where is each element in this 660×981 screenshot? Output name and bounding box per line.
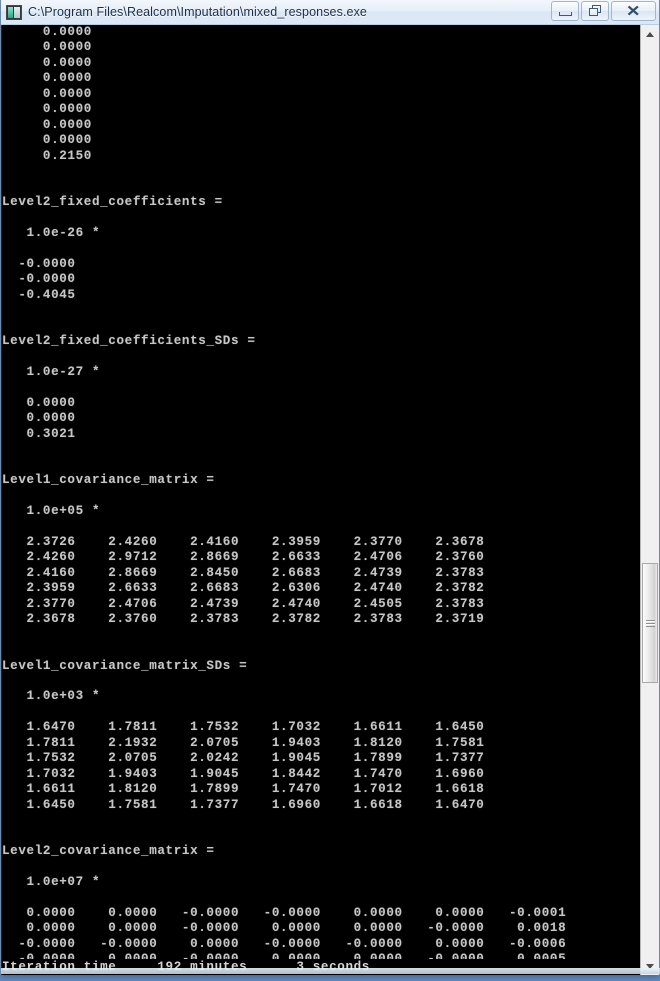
chevron-up-icon [646, 31, 654, 37]
scroll-up-arrow-button[interactable] [641, 25, 659, 43]
window-bottom-edge [1, 968, 660, 974]
caption-buttons: ✕ [549, 1, 656, 21]
close-icon: ✕ [626, 2, 641, 20]
restore-icon [588, 5, 602, 17]
window-title: C:\Program Files\Realcom\Imputation\mixe… [28, 5, 367, 19]
minimize-button[interactable] [551, 1, 579, 21]
chevron-down-icon [646, 963, 654, 969]
vertical-scrollbar[interactable] [640, 25, 659, 975]
minimize-icon [558, 11, 572, 16]
title-bar[interactable]: C:\Program Files\Realcom\Imputation\mixe… [1, 0, 659, 25]
console-client-area: 0.0000 0.0000 0.0000 0.0000 0.0000 0.000… [1, 25, 659, 975]
scrollbar-track[interactable] [641, 43, 659, 957]
console-icon [6, 4, 22, 20]
scrollbar-thumb[interactable] [642, 563, 658, 683]
restore-button[interactable] [581, 1, 609, 21]
grip-icon [645, 619, 655, 627]
console-output-surface[interactable]: 0.0000 0.0000 0.0000 0.0000 0.0000 0.000… [1, 25, 640, 975]
close-button[interactable]: ✕ [611, 1, 656, 21]
console-output-text: 0.0000 0.0000 0.0000 0.0000 0.0000 0.000… [2, 25, 567, 975]
